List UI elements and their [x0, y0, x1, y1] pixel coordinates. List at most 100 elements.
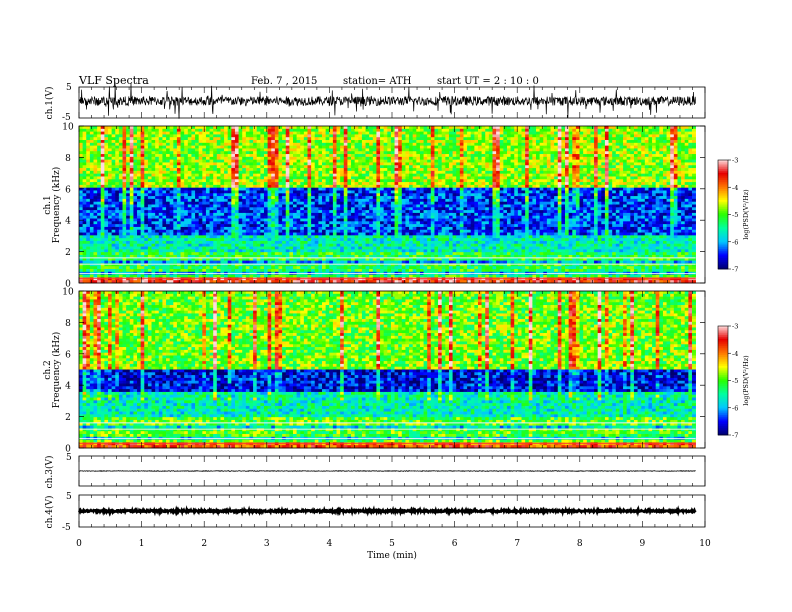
ch1-spec-cell: [108, 224, 112, 228]
ch1-spec-cell: [151, 249, 156, 253]
ch1-spec-cell: [376, 201, 381, 205]
ch1-spec-cell: [180, 266, 185, 270]
ch1-spec-cell: [282, 193, 287, 197]
ch1-spec-cell: [253, 193, 258, 197]
ch1-spec-cell: [180, 196, 185, 200]
ch1-spec-cell: [93, 274, 98, 278]
ch1-spec-cell: [158, 173, 163, 177]
ch1-spec-cell: [242, 126, 247, 130]
ch1-spec-cell: [238, 229, 243, 233]
ch1-spec-cell: [234, 224, 239, 228]
ch1-spec-cell: [213, 168, 218, 172]
ch1-spec-cell: [325, 187, 330, 191]
ch1-spec-cell: [180, 235, 185, 239]
ch1-spec-cell: [256, 207, 261, 211]
ch1-spec-cell: [260, 154, 265, 158]
ch1-spec-cell: [249, 277, 254, 281]
ch1-spec-cell: [263, 148, 268, 152]
ch1-spec-cell: [351, 170, 356, 175]
ch1-spec-cell: [394, 162, 399, 166]
ch1-spec-cell: [111, 204, 116, 208]
ch1-spec-cell: [122, 268, 127, 273]
ch1-spec-cell: [198, 179, 203, 183]
ch1-spec-cell: [89, 235, 94, 239]
ch1-spec-cell: [93, 235, 98, 239]
ch1-spec-cell: [216, 142, 221, 146]
ch1-spec-cell: [205, 232, 210, 236]
ch1-spec-cell: [140, 176, 145, 180]
ch1-spec-cell: [176, 184, 181, 189]
ch1-spec-cell: [155, 148, 160, 152]
ch1-spec-cell: [369, 221, 374, 225]
ch1-spec-cell: [209, 218, 214, 222]
ch1-spec-cell: [137, 215, 142, 219]
ch1-spec-cell: [274, 187, 279, 191]
ch1-spec-cell: [79, 170, 83, 175]
ch1-spec-cell: [89, 198, 94, 203]
ch1-spec-cell: [398, 224, 403, 228]
ch1-spec-cell: [267, 131, 272, 135]
ch1-spec-cell: [111, 238, 116, 242]
ch1-spec-cell: [216, 198, 221, 203]
ch1-spec-cell: [144, 196, 149, 200]
ch1-spec-cell: [180, 142, 185, 146]
ch1-spec-cell: [383, 249, 388, 253]
ch1-spec-cell: [307, 145, 312, 149]
ch1-spec-cell: [256, 260, 261, 264]
ch1-spec-cell: [380, 193, 385, 197]
ch1-spec-cell: [322, 145, 326, 149]
ch1-spec-cell: [126, 204, 131, 208]
ch1-spec-cell: [238, 226, 243, 231]
ch1-spec-cell: [169, 170, 174, 175]
ch1-spec-cell: [263, 226, 268, 231]
ch1-spec-cell: [332, 131, 337, 135]
ch1-spec-cell: [260, 196, 265, 200]
ch1-spec-cell: [137, 137, 142, 141]
ch1-spec-cell: [282, 218, 287, 222]
ch1-spec-cell: [227, 224, 232, 228]
ch1-spec-cell: [122, 137, 127, 141]
ch1-spec-cell: [79, 266, 83, 270]
ch1-spec-cell: [126, 263, 131, 267]
ch1-spec-cell: [166, 215, 171, 219]
ch1-spec-cell: [166, 226, 171, 231]
ch1-spec-cell: [111, 266, 116, 270]
ch1-spec-cell: [372, 210, 377, 214]
ch1-spec-cell: [274, 182, 279, 186]
ch1-spec-cell: [89, 257, 94, 261]
ch1-spec-cell: [256, 170, 261, 175]
ch1-spec-cell: [220, 170, 225, 175]
ch1-spec-cell: [100, 274, 105, 278]
ch1-spec-cell: [271, 184, 276, 189]
ch1-spec-cell: [79, 131, 83, 135]
ch1-spec-cell: [82, 126, 87, 130]
ch1-spec-cell: [336, 165, 341, 169]
ch1-spec-cell: [184, 268, 189, 273]
ch1-spec-cell: [300, 140, 305, 144]
ch1-spec-cell: [340, 243, 345, 247]
ch1-spec-cell: [220, 232, 225, 236]
ch1-spec-cell: [369, 280, 374, 284]
ch1-spec-cell: [137, 221, 142, 225]
ch1-spec-cell: [115, 235, 120, 239]
ch1-spec-cell: [162, 263, 167, 267]
ch1-spec-cell: [401, 131, 406, 135]
ch1-spec-cell: [390, 156, 395, 160]
ch1-spec-cell: [260, 277, 265, 281]
ch1-spec-cell: [361, 201, 366, 205]
ch1-spec-cell: [158, 277, 163, 281]
ch1-spec-cell: [358, 193, 363, 197]
ch1-spec-cell: [282, 148, 287, 152]
ch1-spec-cell: [115, 128, 120, 132]
ch1-spec-cell: [198, 193, 203, 197]
ch1-spec-cell: [97, 165, 102, 169]
ch1-spec-cell: [205, 224, 210, 228]
ch1-spec-cell: [293, 173, 297, 177]
ch1-spec-cell: [209, 176, 214, 180]
ch1-spec-cell: [205, 190, 210, 194]
ch1-spec-cell: [173, 198, 178, 203]
ch1-ytick-neg5: -5: [62, 113, 71, 123]
ch1-spec-cell: [216, 162, 221, 166]
ch1-spec-cell: [100, 207, 105, 211]
ch1-spec-cell: [314, 254, 319, 259]
